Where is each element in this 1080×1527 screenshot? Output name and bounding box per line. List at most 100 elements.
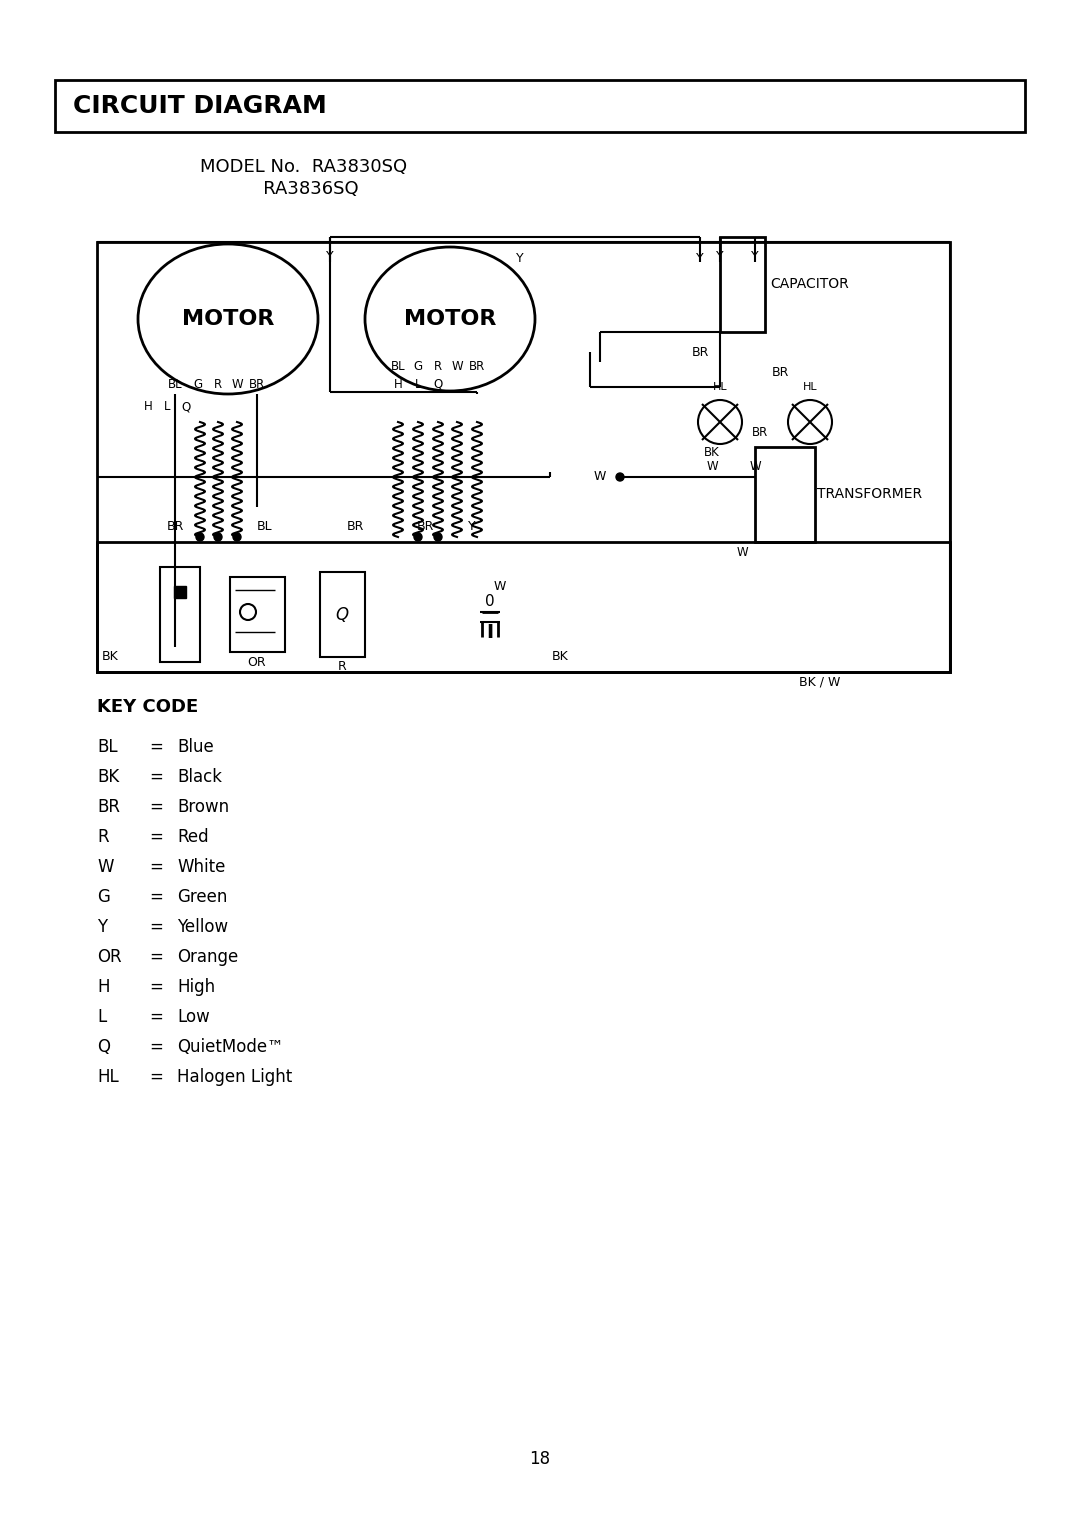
Text: =: = [149, 1038, 163, 1057]
Text: OR: OR [247, 655, 267, 669]
Bar [55, 79, 1025, 131]
Text: Low: Low [177, 1008, 210, 1026]
Text: =: = [149, 1067, 163, 1086]
Bar [720, 237, 765, 331]
Text: CAPACITOR: CAPACITOR [771, 278, 849, 292]
Text: 18: 18 [529, 1451, 551, 1467]
Text: BR: BR [167, 521, 185, 533]
Text: W: W [750, 461, 760, 473]
Text: I: I [486, 623, 494, 641]
Bar [97, 542, 950, 672]
Text: W: W [706, 461, 718, 473]
Circle shape [788, 400, 832, 444]
Text: Q: Q [97, 1038, 110, 1057]
Text: Orange: Orange [177, 948, 239, 967]
Text: Brown: Brown [177, 799, 229, 815]
Text: BR: BR [469, 360, 485, 374]
Text: BK: BK [552, 651, 568, 664]
Text: W: W [494, 580, 507, 594]
Text: L: L [97, 1008, 106, 1026]
Text: BK / W: BK / W [799, 675, 840, 689]
Text: Q: Q [336, 606, 349, 625]
Text: KEY CODE: KEY CODE [97, 698, 199, 716]
Text: Y: Y [752, 250, 759, 264]
Text: BK: BK [97, 768, 119, 786]
Text: BL: BL [167, 377, 183, 391]
Circle shape [240, 605, 256, 620]
Text: H: H [393, 377, 403, 391]
Text: BL: BL [257, 521, 273, 533]
Text: G: G [414, 360, 422, 374]
Text: Black: Black [177, 768, 222, 786]
Text: Blue: Blue [177, 738, 214, 756]
Text: R: R [434, 360, 442, 374]
Text: L: L [164, 400, 171, 414]
Text: BR: BR [771, 365, 788, 379]
Text: High: High [177, 977, 215, 996]
Text: =: = [149, 1008, 163, 1026]
Text: CIRCUIT DIAGRAM: CIRCUIT DIAGRAM [73, 95, 327, 118]
Text: MODEL No.  RA3830SQ: MODEL No. RA3830SQ [200, 157, 407, 176]
Text: =: = [149, 918, 163, 936]
Text: Y: Y [97, 918, 107, 936]
Text: =: = [149, 889, 163, 906]
Text: HL: HL [802, 382, 818, 392]
Bar [755, 447, 815, 542]
Text: =: = [149, 977, 163, 996]
Text: =: = [149, 828, 163, 846]
Text: BL: BL [391, 360, 405, 374]
Text: BR: BR [347, 521, 364, 533]
Text: Y: Y [516, 252, 524, 266]
Text: Y: Y [326, 250, 334, 264]
Text: G: G [193, 377, 203, 391]
Text: MOTOR: MOTOR [181, 308, 274, 328]
Text: =: = [149, 738, 163, 756]
Text: Y: Y [716, 250, 724, 264]
Circle shape [698, 400, 742, 444]
Text: G: G [97, 889, 110, 906]
Circle shape [214, 533, 222, 541]
Text: OR: OR [97, 948, 122, 967]
Text: W: W [737, 545, 747, 559]
Text: Halogen Light: Halogen Light [177, 1067, 293, 1086]
Text: R: R [214, 377, 222, 391]
Circle shape [195, 533, 204, 541]
Circle shape [233, 533, 241, 541]
Text: L: L [415, 377, 421, 391]
Text: HL: HL [713, 382, 727, 392]
Ellipse shape [365, 247, 535, 391]
Text: BR: BR [97, 799, 120, 815]
Text: =: = [149, 768, 163, 786]
Text: BR: BR [691, 345, 708, 359]
Text: BL: BL [97, 738, 118, 756]
Text: TRANSFORMER: TRANSFORMER [818, 487, 922, 501]
Text: QuietMode™: QuietMode™ [177, 1038, 284, 1057]
Text: R: R [338, 661, 347, 673]
Text: Q: Q [181, 400, 191, 414]
Text: Yellow: Yellow [177, 918, 228, 936]
Text: W: W [451, 360, 463, 374]
Text: RA3836SQ: RA3836SQ [200, 180, 359, 199]
Text: White: White [177, 858, 226, 876]
Text: W: W [97, 858, 113, 876]
Text: Y: Y [697, 252, 704, 266]
Bar [320, 573, 365, 657]
Text: =: = [149, 858, 163, 876]
Circle shape [616, 473, 624, 481]
Text: 0: 0 [485, 594, 495, 609]
Text: R: R [97, 828, 109, 846]
Bar [230, 577, 285, 652]
Text: Y: Y [469, 521, 476, 533]
Text: W: W [594, 470, 606, 484]
Text: HL: HL [97, 1067, 119, 1086]
Text: MOTOR: MOTOR [404, 308, 496, 328]
Text: Q: Q [433, 377, 443, 391]
Circle shape [414, 533, 422, 541]
Text: BR: BR [752, 426, 768, 438]
Bar [97, 241, 950, 672]
Text: BK: BK [102, 651, 119, 664]
Text: =: = [149, 799, 163, 815]
Text: BK: BK [704, 446, 720, 458]
Text: =: = [149, 948, 163, 967]
Text: Red: Red [177, 828, 208, 846]
